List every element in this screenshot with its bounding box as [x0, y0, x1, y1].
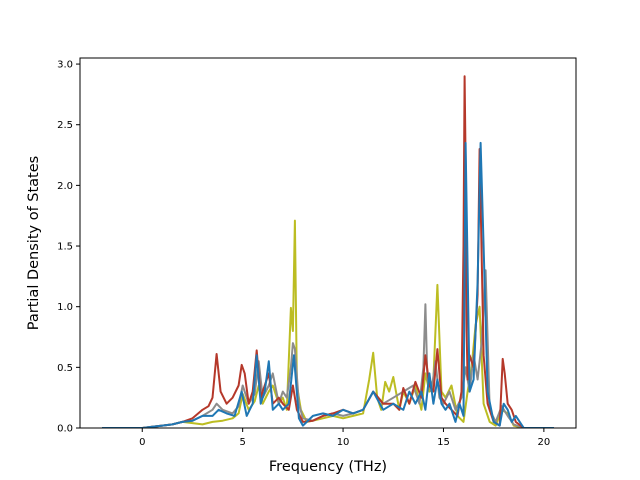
series-line-3	[102, 141, 554, 428]
y-tick-label: 2.5	[57, 120, 73, 131]
x-tick-label: 15	[437, 437, 450, 448]
x-axis-ticks: 0 5 10 15 20	[139, 428, 550, 448]
y-tick-label: 0.0	[57, 424, 73, 435]
x-tick-label: 10	[337, 437, 350, 448]
series-layer	[102, 75, 554, 428]
x-tick-label: 5	[239, 437, 245, 448]
plot-area-frame	[79, 57, 577, 429]
x-tick-label: 20	[538, 437, 551, 448]
x-tick-label: 0	[139, 437, 145, 448]
x-axis-label: Frequency (THz)	[269, 459, 387, 475]
y-tick-label: 3.0	[57, 60, 73, 71]
y-tick-label: 2.0	[57, 181, 73, 192]
y-tick-label: 1.5	[57, 242, 73, 253]
y-tick-label: 1.0	[57, 302, 73, 313]
y-axis-label: Partial Density of States	[26, 156, 42, 330]
series-line-0	[102, 219, 554, 428]
series-line-1	[102, 269, 554, 428]
y-tick-label: 0.5	[57, 363, 73, 374]
y-axis-ticks: 0.0 0.5 1.0 1.5 2.0 2.5 3.0	[57, 60, 80, 435]
